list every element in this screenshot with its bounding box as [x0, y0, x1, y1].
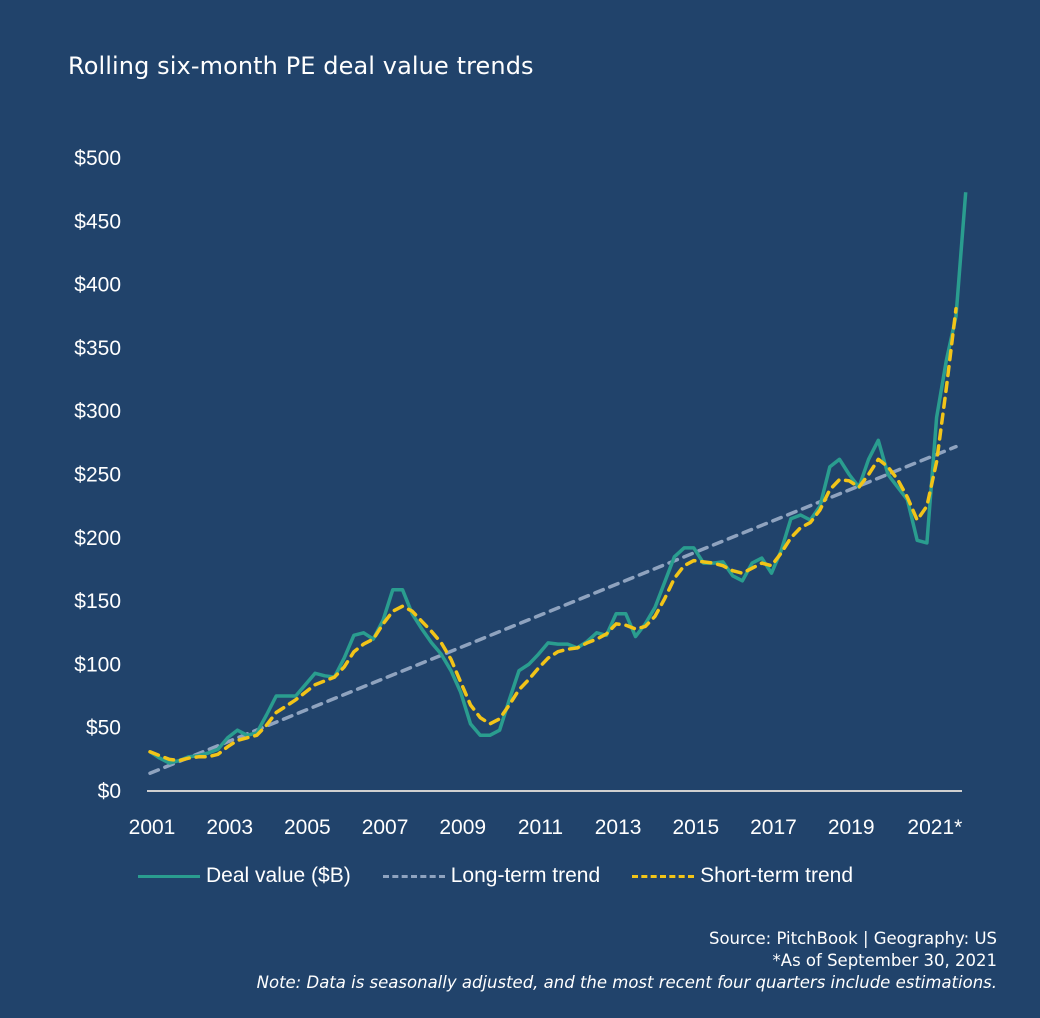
- y-axis: $0 $50 $100 $150 $200 $250 $300 $350 $400 $450 $50…: [74, 147, 121, 803]
- x-tick-label: 2005: [284, 816, 331, 839]
- y-tick-label: $50: [86, 717, 121, 740]
- x-tick-label: 2011: [518, 816, 563, 839]
- x-tick-label: 2009: [439, 816, 486, 839]
- y-tick-label: $100: [74, 653, 121, 676]
- legend-label: Long-term trend: [450, 864, 601, 887]
- y-tick-label: $500: [74, 147, 121, 170]
- x-axis: 2001 2003 2005 2007 2009 2011 2013 2015 2017 2019…: [129, 816, 963, 839]
- x-tick-label: 2019: [828, 816, 875, 839]
- series-line-short-term-trend: [148, 306, 958, 763]
- x-tick-label: 2001: [129, 816, 176, 839]
- legend-item-deal-value: Deal value ($B): [138, 864, 351, 888]
- y-tick-label: $0: [98, 780, 121, 803]
- x-tick-label: 2013: [595, 816, 642, 839]
- y-tick-label: $200: [74, 527, 121, 550]
- series-group: [148, 192, 968, 776]
- source-note: Source: PitchBook | Geography: US: [708, 929, 997, 948]
- legend-swatch-dashed-yellow: [632, 874, 695, 878]
- chart-title: Rolling six-month PE deal value trends: [68, 52, 534, 80]
- legend-label: Short-term trend: [700, 864, 854, 887]
- legend-item-short-term-trend: Short-term trend: [632, 864, 853, 888]
- legend-label: Deal value ($B): [206, 864, 351, 887]
- y-tick-label: $250: [74, 464, 121, 487]
- x-tick-label: 2007: [362, 816, 409, 839]
- x-tick-label: 2015: [672, 816, 719, 839]
- y-tick-label: $300: [74, 400, 121, 423]
- legend: Deal value ($B) Long-term trend Short-te…: [138, 864, 885, 888]
- as-of-note: *As of September 30, 2021: [772, 951, 997, 970]
- x-tick-label: 2003: [206, 816, 253, 839]
- x-tick-label: 2021*: [907, 816, 962, 839]
- series-line-deal-value: [149, 192, 968, 765]
- y-tick-label: $350: [74, 337, 121, 360]
- y-tick-label: $450: [74, 210, 121, 233]
- legend-item-long-term-trend: Long-term trend: [382, 864, 601, 888]
- y-tick-label: $400: [74, 274, 121, 297]
- x-tick-label: 2017: [750, 816, 797, 839]
- legend-swatch-dashed-gray: [382, 874, 445, 878]
- methodology-note: Note: Data is seasonally adjusted, and t…: [256, 973, 997, 992]
- series-line-long-term-trend: [148, 444, 958, 776]
- footer-notes: Source: PitchBook | Geography: US *As of…: [257, 928, 997, 994]
- y-tick-label: $150: [74, 590, 121, 613]
- legend-swatch-solid-teal: [138, 874, 200, 878]
